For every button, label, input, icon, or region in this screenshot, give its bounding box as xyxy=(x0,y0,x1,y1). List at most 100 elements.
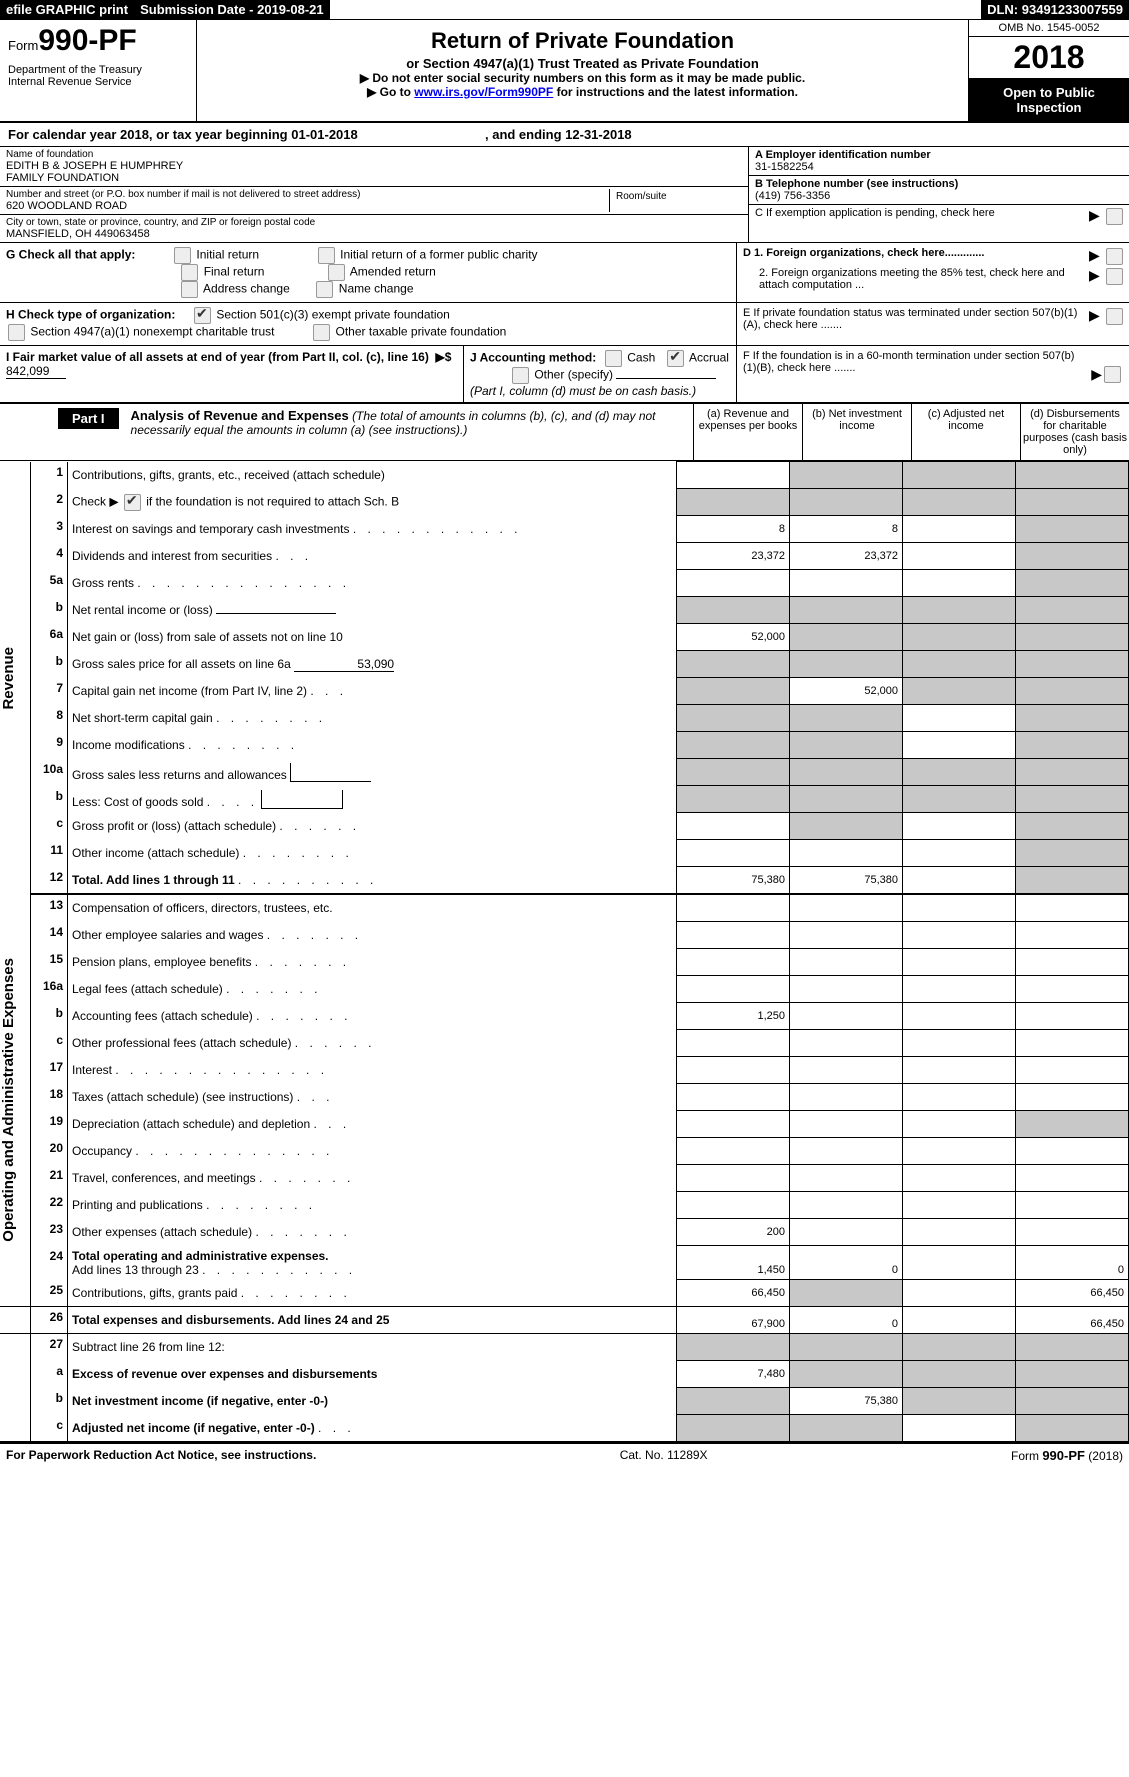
e-checkbox[interactable] xyxy=(1106,308,1123,325)
g-o4: Amended return xyxy=(350,265,436,279)
chk-501c3[interactable] xyxy=(194,307,211,324)
j-other-line xyxy=(616,378,716,379)
chk-address-change[interactable] xyxy=(181,281,198,298)
goto-post: for instructions and the latest informat… xyxy=(553,85,798,99)
row-9: 9Income modifications . . . . . . . . xyxy=(0,732,1129,759)
row-10a: 10aGross sales less returns and allowanc… xyxy=(0,759,1129,786)
r27c-desc: Adjusted net income (if negative, enter … xyxy=(72,1421,315,1435)
r27a-desc: Excess of revenue over expenses and disb… xyxy=(72,1367,377,1381)
d1-checkbox[interactable] xyxy=(1106,248,1123,265)
row-10b: bLess: Cost of goods sold . . . . xyxy=(0,786,1129,813)
chk-initial-return[interactable] xyxy=(174,247,191,264)
r11-desc: Other income (attach schedule) xyxy=(72,846,239,860)
row-2: 2 Check ▶ if the foundation is not requi… xyxy=(0,489,1129,516)
foundation-name-cell: Name of foundation EDITH B & JOSEPH E HU… xyxy=(0,147,748,187)
f-checkbox[interactable] xyxy=(1104,366,1121,383)
submission-date: Submission Date - 2019-08-21 xyxy=(134,0,330,19)
r6a-desc: Net gain or (loss) from sale of assets n… xyxy=(68,624,677,651)
tel-row: B Telephone number (see instructions) (4… xyxy=(749,176,1129,205)
section-h-e: H Check type of organization: Section 50… xyxy=(0,303,1129,346)
city-cell: City or town, state or province, country… xyxy=(0,215,748,242)
r22-desc: Printing and publications xyxy=(72,1198,203,1212)
d2-checkbox[interactable] xyxy=(1106,268,1123,285)
form-word: Form xyxy=(8,38,38,53)
footer-right-c: (2018) xyxy=(1085,1449,1123,1463)
r27b-desc: Net investment income (if negative, ente… xyxy=(72,1394,328,1408)
r9-desc: Income modifications xyxy=(72,738,185,752)
j-note: (Part I, column (d) must be on cash basi… xyxy=(470,384,696,398)
r5a-desc: Gross rents xyxy=(72,576,134,590)
footer-right: Form 990-PF (2018) xyxy=(1011,1448,1123,1463)
r23-desc: Other expenses (attach schedule) xyxy=(72,1225,252,1239)
r27b-b: 75,380 xyxy=(790,1388,903,1415)
d2-label: 2. Foreign organizations meeting the 85%… xyxy=(743,267,1089,291)
expenses-side-label: Operating and Administrative Expenses xyxy=(0,958,17,1242)
calyear-text-b: , and ending xyxy=(485,127,565,142)
submission-date-value: 2019-08-21 xyxy=(257,2,324,17)
row-16b: bAccounting fees (attach schedule) . . .… xyxy=(0,1003,1129,1030)
footer-right-a: Form xyxy=(1011,1449,1042,1463)
city-value: MANSFIELD, OH 449063458 xyxy=(6,228,742,240)
chk-final-return[interactable] xyxy=(181,264,198,281)
column-headers: (a) Revenue and expenses per books (b) N… xyxy=(693,404,1129,460)
chk-other-method[interactable] xyxy=(512,367,529,384)
r20-desc: Occupancy xyxy=(72,1144,132,1158)
r26-b: 0 xyxy=(790,1307,903,1334)
part1-header: Part I Analysis of Revenue and Expenses … xyxy=(0,404,1129,461)
tel-label: B Telephone number (see instructions) xyxy=(755,178,1123,190)
r6a-a: 52,000 xyxy=(677,624,790,651)
r10c-desc: Gross profit or (loss) (attach schedule) xyxy=(72,819,276,833)
r17-desc: Interest xyxy=(72,1063,112,1077)
row-11: 11Other income (attach schedule) . . . .… xyxy=(0,840,1129,867)
col-b-header: (b) Net investment income xyxy=(802,404,911,460)
part1-table: Revenue 1Contributions, gifts, grants, e… xyxy=(0,461,1129,1442)
row-3: 3Interest on savings and temporary cash … xyxy=(0,516,1129,543)
row-19: 19Depreciation (attach schedule) and dep… xyxy=(0,1111,1129,1138)
i-label: I Fair market value of all assets at end… xyxy=(6,350,429,364)
irs-link[interactable]: www.irs.gov/Form990PF xyxy=(414,85,553,99)
r10b-desc: Less: Cost of goods sold xyxy=(72,795,203,809)
r26-desc: Total expenses and disbursements. Add li… xyxy=(72,1313,389,1327)
chk-initial-former[interactable] xyxy=(318,247,335,264)
r2-post: if the foundation is not required to att… xyxy=(146,494,399,508)
i-value: 842,099 xyxy=(6,364,66,379)
g-o2: Initial return of a former public charit… xyxy=(340,248,537,262)
r18-desc: Taxes (attach schedule) (see instruction… xyxy=(72,1090,293,1104)
c-label: C If exemption application is pending, c… xyxy=(755,207,1089,219)
city-label: City or town, state or province, country… xyxy=(6,217,742,228)
d-block: D 1. Foreign organizations, check here..… xyxy=(736,243,1129,302)
r26-d: 66,450 xyxy=(1016,1307,1129,1334)
c-arrow: ▶ xyxy=(1089,207,1123,225)
calyear-begin: 01-01-2018 xyxy=(291,127,358,142)
chk-sch-b[interactable] xyxy=(124,494,141,511)
info-grid: Name of foundation EDITH B & JOSEPH E HU… xyxy=(0,147,1129,243)
chk-name-change[interactable] xyxy=(316,281,333,298)
chk-amended-return[interactable] xyxy=(328,264,345,281)
r16a-desc: Legal fees (attach schedule) xyxy=(72,982,223,996)
chk-accrual[interactable] xyxy=(667,350,684,367)
r15-desc: Pension plans, employee benefits xyxy=(72,955,251,969)
dept-line: Department of the Treasury Internal Reve… xyxy=(8,64,188,88)
r3-desc: Interest on savings and temporary cash i… xyxy=(72,522,349,536)
h-label: H Check type of organization: xyxy=(6,308,175,322)
g-o5: Address change xyxy=(203,282,290,296)
r16b-a: 1,250 xyxy=(677,1003,790,1030)
ein-row: A Employer identification number 31-1582… xyxy=(749,147,1129,176)
chk-cash[interactable] xyxy=(605,350,622,367)
row-26: 26Total expenses and disbursements. Add … xyxy=(0,1307,1129,1334)
r16b-desc: Accounting fees (attach schedule) xyxy=(72,1009,253,1023)
c-checkbox[interactable] xyxy=(1106,208,1123,225)
open-to-public: Open to Public Inspection xyxy=(969,79,1129,121)
tax-year: 2018 xyxy=(969,37,1129,79)
submission-date-label: Submission Date - xyxy=(140,2,257,17)
j-label: J Accounting method: xyxy=(470,351,596,365)
i-block: I Fair market value of all assets at end… xyxy=(0,346,464,402)
row-17: 17Interest . . . . . . . . . . . . . . . xyxy=(0,1057,1129,1084)
chk-4947a1[interactable] xyxy=(8,324,25,341)
footer-left: For Paperwork Reduction Act Notice, see … xyxy=(6,1448,316,1462)
form-title: Return of Private Foundation xyxy=(203,28,962,54)
omb-number: OMB No. 1545-0052 xyxy=(969,20,1129,37)
row-6a: 6aNet gain or (loss) from sale of assets… xyxy=(0,624,1129,651)
chk-other-taxable[interactable] xyxy=(313,324,330,341)
top-bar-spacer xyxy=(330,0,981,19)
